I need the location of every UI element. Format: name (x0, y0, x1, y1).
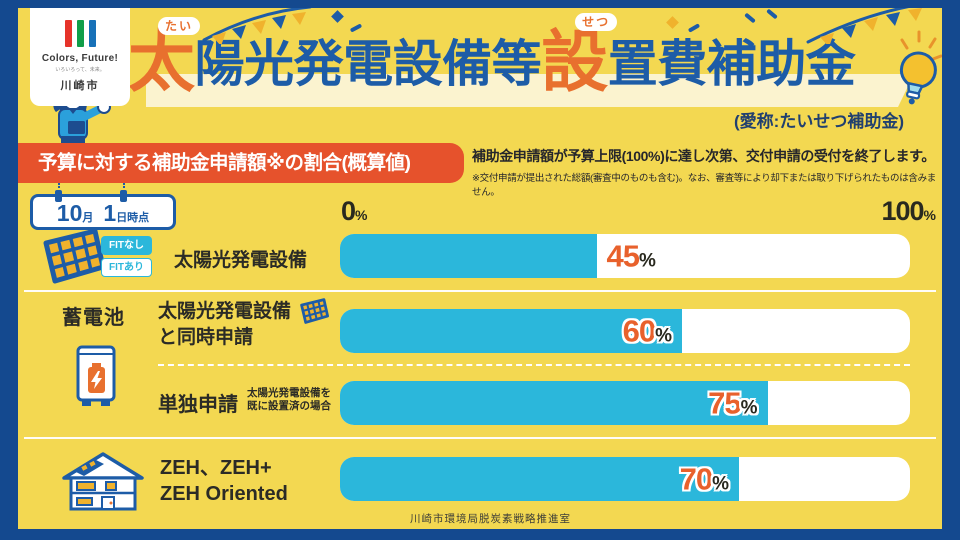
logo-city-name: 川崎市 (60, 80, 100, 92)
bar-value-zeh: 70% (679, 461, 729, 497)
frame-right (942, 0, 960, 540)
bar-fill-battery-joint: 60% (340, 309, 682, 353)
tag-fit-none: FITなし (101, 236, 152, 255)
title-kanji-setsu: 設 せつ (541, 13, 618, 96)
frame-top (0, 0, 960, 8)
furigana-tai: たい (158, 17, 201, 36)
date-day-unit: 日時点 (116, 212, 150, 224)
bar-track-battery-joint: 60% (340, 309, 910, 353)
date-month: 10 (56, 200, 83, 226)
solar-panel-icon (43, 228, 106, 284)
row-separator (24, 437, 936, 439)
row-label-solar: 太陽光発電設備 (174, 250, 308, 271)
bar-value-battery-solo: 75% (708, 385, 758, 421)
title-segment-4: 置費補助金 (607, 36, 856, 92)
page-title: 太 たい 陽光発電設備等設 せつ 置費補助金 (128, 13, 856, 96)
logo-slogan: いろいろって、未来。 (55, 67, 105, 73)
kawasaki-logo: Colors, Future! いろいろって、未来。 川崎市 (30, 8, 130, 106)
confetti-dash-icon (766, 8, 778, 20)
title-kanji-tai: 太 たい (128, 17, 201, 96)
tag-fit-yes: FITあり (101, 258, 152, 277)
axis-label-min: 0% (341, 196, 368, 226)
bunting-left-icon (202, 5, 312, 44)
row-label-battery-solo: 単独申請 (158, 394, 238, 416)
row-separator (24, 290, 936, 292)
frame-left (0, 0, 18, 540)
battery-icon (76, 345, 116, 406)
logo-text: Colors, Future! (41, 53, 119, 64)
confetti-diamond-icon (331, 10, 344, 23)
bar-track-zeh: 70% (340, 457, 910, 501)
title-segment-2: 陽光発電設備等 (194, 36, 542, 92)
date-month-unit: 月 (82, 212, 94, 224)
pin-icon (55, 190, 62, 202)
frame-bottom (0, 529, 960, 540)
row-label-battery-joint: 太陽光発電設備 と同時申請 (158, 298, 330, 350)
lightbulb-icon (899, 30, 943, 105)
row-label-zeh: ZEH、ZEH+ ZEH Oriented (160, 457, 288, 505)
bar-value-solar: 45% (606, 238, 656, 274)
sub-row-dashed-separator (158, 364, 910, 366)
deadline-note-detail: ※交付申請が提出された総額(審査中のものも含む)。なお、審査等により却下または取… (472, 173, 936, 198)
bar-value-battery-joint: 60% (622, 313, 672, 349)
department-credit: 川崎市環境局脱炭素戦略推進室 (410, 513, 571, 525)
bar-fill-solar: 45% (340, 234, 656, 278)
confetti-dash-icon (744, 12, 756, 24)
bar-track-solar: 45% (340, 234, 910, 278)
title-highlight-band (146, 74, 914, 107)
bar-fill-zeh: 70% (340, 457, 739, 501)
bar-fill-battery-solo: 75% (340, 381, 768, 425)
axis-label-max: 100% (881, 196, 936, 226)
deadline-note: 補助金申請額が予算上限(100%)に達し次第、交付申請の受付を終了します。 (472, 148, 935, 164)
group-label-battery: 蓄電池 (62, 307, 125, 329)
battery-solo-note: 太陽光発電設備を 既に設置済の場合 (247, 387, 331, 412)
date-day: 1 (103, 200, 117, 226)
chart-heading-banner: 予算に対する補助金申請額※の割合(概算値) (18, 143, 464, 183)
subsidy-nickname: (愛称:たいせつ補助金) (734, 112, 904, 131)
furigana-setsu: せつ (575, 13, 618, 32)
as-of-date-badge: 10 月 1 日時点 (30, 183, 176, 230)
pin-icon (120, 190, 127, 202)
pin-string-icon (58, 183, 60, 195)
bar-track-battery-solo: 75% (340, 381, 910, 425)
zeh-house-icon (62, 452, 144, 511)
pin-string-icon (123, 183, 125, 195)
solar-panel-small-icon (300, 298, 330, 324)
logo-color-bars-icon (30, 20, 130, 47)
banner-notes: 補助金申請額が予算上限(100%)に達し次第、交付申請の受付を終了します。 ※交… (472, 146, 940, 198)
